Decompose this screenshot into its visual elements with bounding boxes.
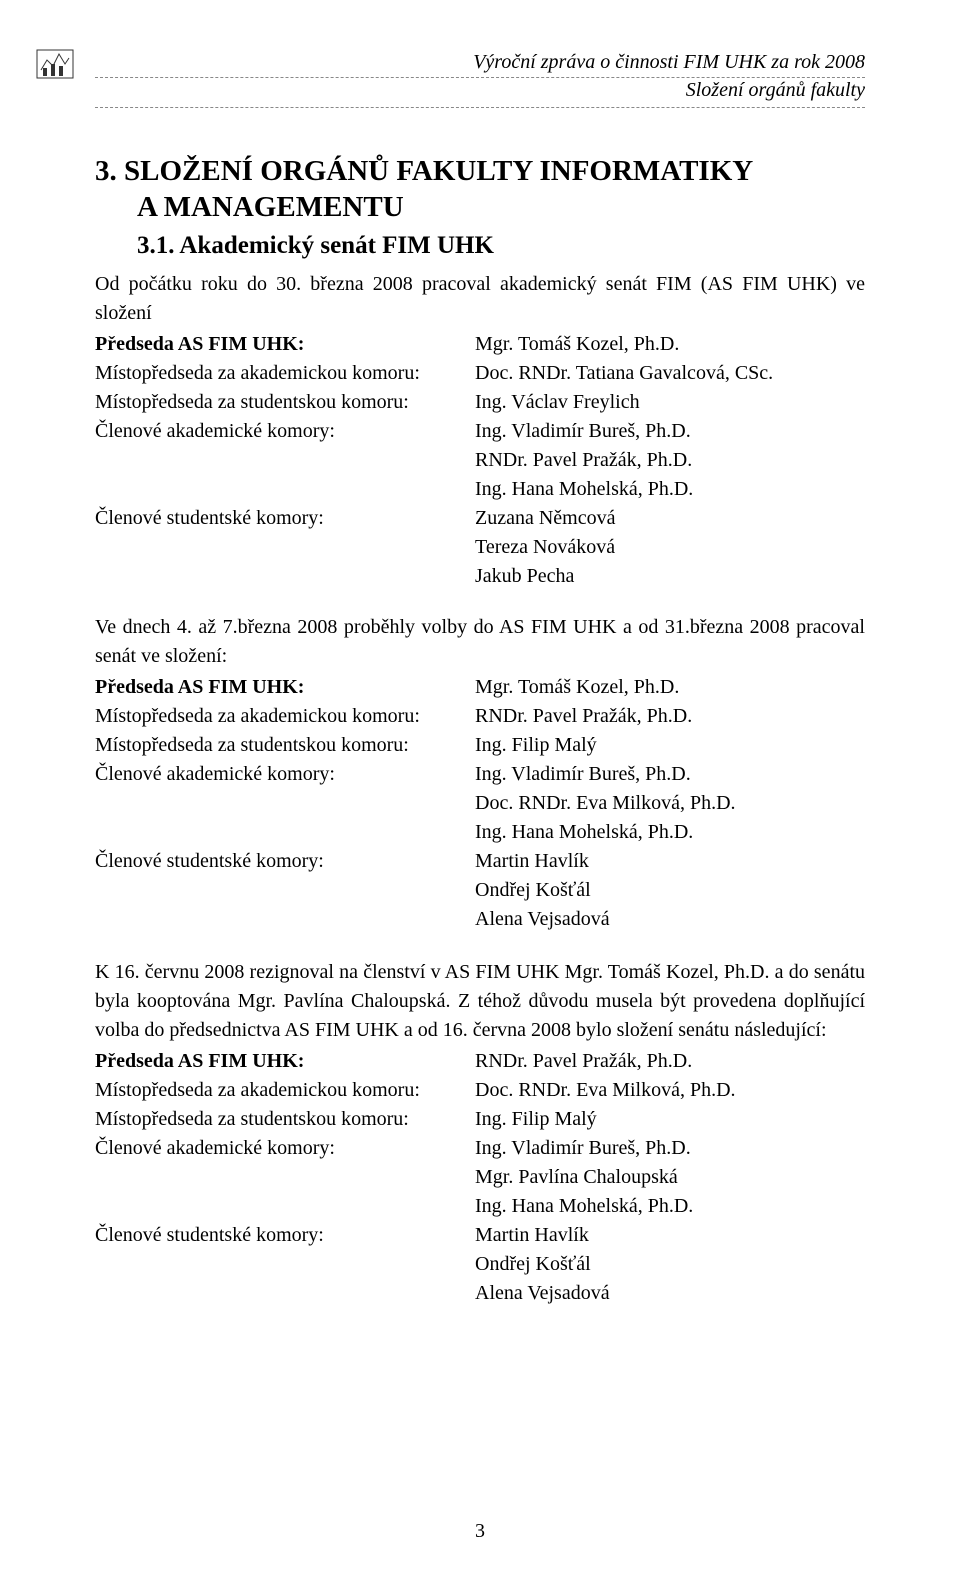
subsection-number: 3.1. (137, 232, 175, 259)
role-value-line: Ing. Hana Mohelská, Ph.D. (475, 818, 865, 847)
role-value-line: Tereza Nováková (475, 533, 865, 562)
role-value-line: Ing. Václav Freylich (475, 388, 865, 417)
role-label: Místopředseda za akademickou komoru: (95, 1076, 475, 1105)
intro-paragraph-1: Od počátku roku do 30. března 2008 praco… (95, 270, 865, 328)
role-label: Místopředseda za akademickou komoru: (95, 359, 475, 388)
page-header: Výroční zpráva o činnosti FIM UHK za rok… (95, 50, 865, 108)
section-title-line1: SLOŽENÍ ORGÁNŮ FAKULTY INFORMATIKY (124, 155, 753, 187)
role-label: Členové studentské komory: (95, 847, 475, 934)
role-value: Ing. Vladimír Bureš, Ph.D.Mgr. Pavlína C… (475, 1134, 865, 1221)
role-value: RNDr. Pavel Pražák, Ph.D. (475, 1047, 865, 1076)
role-row: Předseda AS FIM UHK:Mgr. Tomáš Kozel, Ph… (95, 330, 865, 359)
role-row: Místopředseda za studentskou komoru:Ing.… (95, 388, 865, 417)
header-section-title: Složení orgánů fakulty (95, 78, 865, 103)
role-value-line: Doc. RNDr. Tatiana Gavalcová, CSc. (475, 359, 865, 388)
role-row: Členové studentské komory:Martin HavlíkO… (95, 847, 865, 934)
role-value-line: Mgr. Tomáš Kozel, Ph.D. (475, 673, 865, 702)
header-report-title: Výroční zpráva o činnosti FIM UHK za rok… (95, 50, 865, 75)
role-label: Členové akademické komory: (95, 417, 475, 504)
role-value-line: Alena Vejsadová (475, 1279, 865, 1308)
role-row: Předseda AS FIM UHK:Mgr. Tomáš Kozel, Ph… (95, 673, 865, 702)
header-rule (95, 107, 865, 108)
role-label: Místopředseda za studentskou komoru: (95, 731, 475, 760)
role-value: Martin HavlíkOndřej KošťálAlena Vejsadov… (475, 847, 865, 934)
role-value-line: Jakub Pecha (475, 562, 865, 591)
role-value-line: Ing. Hana Mohelská, Ph.D. (475, 475, 865, 504)
intro-paragraph-3: K 16. červnu 2008 rezignoval na členství… (95, 958, 865, 1045)
role-value: Doc. RNDr. Eva Milková, Ph.D. (475, 1076, 865, 1105)
role-value-line: Ondřej Košťál (475, 1250, 865, 1279)
role-label: Předseda AS FIM UHK: (95, 1047, 475, 1076)
role-row: Členové akademické komory:Ing. Vladimír … (95, 1134, 865, 1221)
role-value: Ing. Václav Freylich (475, 388, 865, 417)
role-value-line: Alena Vejsadová (475, 905, 865, 934)
role-row: Místopředseda za studentskou komoru:Ing.… (95, 731, 865, 760)
section-title-line2: A MANAGEMENTU (95, 189, 865, 225)
role-value-line: Zuzana Němcová (475, 504, 865, 533)
role-row: Místopředseda za akademickou komoru:Doc.… (95, 1076, 865, 1105)
role-value: RNDr. Pavel Pražák, Ph.D. (475, 702, 865, 731)
role-row: Členové studentské komory:Zuzana Němcová… (95, 504, 865, 591)
role-value-line: RNDr. Pavel Pražák, Ph.D. (475, 446, 865, 475)
role-value-line: Ing. Vladimír Bureš, Ph.D. (475, 1134, 865, 1163)
role-value-line: Mgr. Tomáš Kozel, Ph.D. (475, 330, 865, 359)
roles-block-3: Předseda AS FIM UHK:RNDr. Pavel Pražák, … (95, 1047, 865, 1308)
role-row: Místopředseda za studentskou komoru:Ing.… (95, 1105, 865, 1134)
role-value: Ing. Filip Malý (475, 1105, 865, 1134)
section-heading: 3. SLOŽENÍ ORGÁNŮ FAKULTY INFORMATIKY A … (95, 153, 865, 226)
role-label: Předseda AS FIM UHK: (95, 330, 475, 359)
spacer (95, 934, 865, 958)
role-value: Zuzana NěmcováTereza NovákováJakub Pecha (475, 504, 865, 591)
role-value: Doc. RNDr. Tatiana Gavalcová, CSc. (475, 359, 865, 388)
role-row: Členové akademické komory:Ing. Vladimír … (95, 760, 865, 847)
role-value: Ing. Vladimír Bureš, Ph.D.Doc. RNDr. Eva… (475, 760, 865, 847)
role-value: Ing. Filip Malý (475, 731, 865, 760)
role-row: Členové studentské komory:Martin HavlíkO… (95, 1221, 865, 1308)
role-value-line: Ing. Vladimír Bureš, Ph.D. (475, 760, 865, 789)
role-value: Ing. Vladimír Bureš, Ph.D.RNDr. Pavel Pr… (475, 417, 865, 504)
role-value-line: RNDr. Pavel Pražák, Ph.D. (475, 702, 865, 731)
role-value-line: Ing. Hana Mohelská, Ph.D. (475, 1192, 865, 1221)
role-value: Mgr. Tomáš Kozel, Ph.D. (475, 330, 865, 359)
role-value-line: Martin Havlík (475, 1221, 865, 1250)
role-value-line: RNDr. Pavel Pražák, Ph.D. (475, 1047, 865, 1076)
role-label: Předseda AS FIM UHK: (95, 673, 475, 702)
role-label: Místopředseda za studentskou komoru: (95, 388, 475, 417)
section-number: 3. (95, 155, 117, 187)
role-label: Členové studentské komory: (95, 504, 475, 591)
role-value-line: Doc. RNDr. Eva Milková, Ph.D. (475, 789, 865, 818)
roles-block-1: Předseda AS FIM UHK:Mgr. Tomáš Kozel, Ph… (95, 330, 865, 591)
role-value-line: Martin Havlík (475, 847, 865, 876)
role-value: Martin HavlíkOndřej KošťálAlena Vejsadov… (475, 1221, 865, 1308)
intro-paragraph-2: Ve dnech 4. až 7.března 2008 proběhly vo… (95, 613, 865, 671)
role-value-line: Ondřej Košťál (475, 876, 865, 905)
document-page: Výroční zpráva o činnosti FIM UHK za rok… (0, 0, 960, 1583)
role-label: Místopředseda za studentskou komoru: (95, 1105, 475, 1134)
role-value-line: Ing. Filip Malý (475, 731, 865, 760)
subsection-heading: 3.1. Akademický senát FIM UHK (95, 232, 865, 260)
subsection-title: Akademický senát FIM UHK (179, 232, 494, 259)
role-label: Místopředseda za akademickou komoru: (95, 702, 475, 731)
role-value-line: Ing. Filip Malý (475, 1105, 865, 1134)
roles-block-2: Předseda AS FIM UHK:Mgr. Tomáš Kozel, Ph… (95, 673, 865, 934)
header-logo-icon (35, 44, 75, 84)
page-number: 3 (0, 1520, 960, 1543)
role-value-line: Doc. RNDr. Eva Milková, Ph.D. (475, 1076, 865, 1105)
spacer (95, 591, 865, 613)
role-row: Místopředseda za akademickou komoru:Doc.… (95, 359, 865, 388)
role-row: Členové akademické komory:Ing. Vladimír … (95, 417, 865, 504)
role-value-line: Ing. Vladimír Bureš, Ph.D. (475, 417, 865, 446)
role-label: Členové akademické komory: (95, 1134, 475, 1221)
role-label: Členové akademické komory: (95, 760, 475, 847)
role-value: Mgr. Tomáš Kozel, Ph.D. (475, 673, 865, 702)
role-label: Členové studentské komory: (95, 1221, 475, 1308)
role-row: Předseda AS FIM UHK:RNDr. Pavel Pražák, … (95, 1047, 865, 1076)
role-value-line: Mgr. Pavlína Chaloupská (475, 1163, 865, 1192)
role-row: Místopředseda za akademickou komoru:RNDr… (95, 702, 865, 731)
